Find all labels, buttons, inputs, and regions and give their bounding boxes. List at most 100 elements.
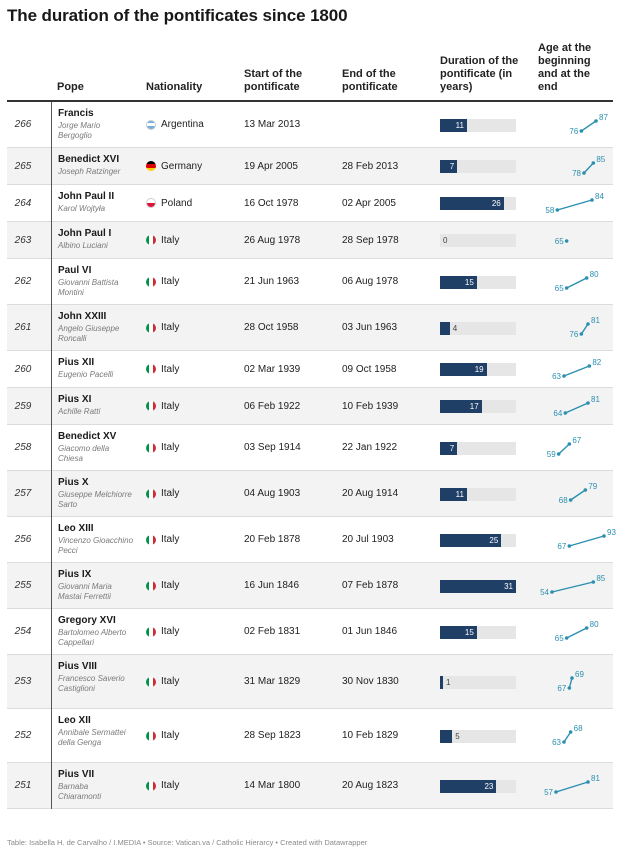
age-line	[566, 627, 587, 639]
italy-flag-icon	[146, 580, 156, 591]
age-line	[563, 364, 590, 377]
poland-flag-icon	[146, 198, 156, 208]
duration-bar-track: 7	[440, 160, 516, 173]
duration-label: 15	[464, 277, 474, 287]
pope-number: 261	[14, 322, 32, 333]
pope-name: John XXIII	[58, 311, 107, 322]
pope-cell: Pius IX Giovanni Maria Mastai Ferrettii	[51, 563, 133, 609]
duration-bar	[440, 160, 458, 173]
age-line	[570, 489, 586, 501]
age-start-point	[567, 544, 572, 548]
nationality: Italy	[146, 626, 179, 637]
age-start-label: 65	[555, 284, 564, 293]
age-start-point	[564, 286, 569, 290]
table-row: 254 Gregory XVI Bartolomeo Alberto Cappell…	[7, 609, 613, 655]
duration-bar-track: 4	[440, 321, 516, 335]
nationality-label: Italy	[161, 234, 180, 246]
table-row: 264 John Paul II Karol Wojtyła Poland 16 Oct…	[7, 185, 613, 222]
age-sparkline: 63 82	[552, 358, 602, 381]
start-date: 13 Mar 2013	[244, 119, 301, 130]
age-sparkline: 65	[555, 237, 569, 246]
age-line	[583, 162, 594, 173]
age-end-label: 81	[591, 395, 600, 404]
age-line	[569, 535, 605, 547]
italy-flag-icon	[146, 488, 156, 499]
age-end-point	[570, 676, 574, 680]
duration-bar	[440, 321, 450, 335]
pope-birth-name: Giacomo della Chiesa	[58, 444, 110, 463]
duration-bar-track: 11	[440, 487, 516, 501]
start-date: 31 Mar 1829	[244, 676, 301, 687]
age-sparkline: 64 81	[553, 395, 600, 418]
age-end-point	[591, 580, 596, 584]
pope-birth-name: Achille Ratti	[58, 407, 101, 416]
duration-bar	[440, 441, 458, 455]
age-start-label: 67	[557, 684, 566, 693]
age-start-label: 78	[572, 169, 581, 178]
duration-bar-track: 11	[440, 118, 516, 132]
start-date: 14 Mar 1800	[244, 780, 301, 791]
pope-name: Paul VI	[58, 265, 92, 276]
table-row: 262 Paul VI Giovanni Battista Montini Italy…	[7, 259, 613, 305]
italy-flag-icon	[146, 235, 156, 245]
duration-label: 5	[455, 731, 460, 741]
age-end-point	[586, 322, 590, 326]
pope-name: Leo XII	[58, 715, 91, 726]
table-row: 253 Pius VIII Francesco Saverio Castiglion…	[7, 655, 613, 709]
age-start-point	[564, 636, 569, 640]
end-date: 10 Feb 1829	[342, 730, 399, 741]
duration-bar	[440, 400, 482, 413]
pope-number: 263	[14, 234, 32, 246]
age-start-label: 64	[553, 409, 562, 418]
end-date: 07 Feb 1878	[342, 580, 399, 591]
table-row: 263 John Paul I Albino Luciani Italy 26 Aug …	[7, 222, 613, 259]
age-line	[566, 277, 587, 289]
end-date: 06 Aug 1978	[342, 276, 399, 287]
nationality-label: Germany	[161, 160, 203, 172]
duration-label: 11	[455, 120, 464, 130]
nationality-label: Italy	[161, 780, 180, 791]
nationality-label: Italy	[161, 363, 180, 375]
table-row: 255 Pius IX Giovanni Maria Mastai Ferretti…	[7, 563, 613, 609]
duration-bar-track: 15	[440, 275, 516, 289]
age-start-point	[556, 452, 561, 456]
nationality: Germany	[146, 161, 202, 172]
age-end-label: 80	[590, 270, 599, 279]
age-end-label: 85	[596, 574, 605, 583]
duration-bar-track: 23	[440, 779, 516, 793]
pope-birth-name: Francesco Saverio Castiglioni	[58, 674, 125, 693]
duration-bar-track: 1	[440, 675, 516, 689]
age-end-point	[602, 534, 606, 538]
age-sparkline: 65 80	[555, 620, 599, 643]
end-date: 01 Jun 1846	[342, 626, 398, 637]
age-end-point	[568, 730, 573, 734]
header-duration: Duration of the pontificate (in years)	[440, 55, 519, 93]
age-end-label: 68	[574, 724, 583, 733]
age-end-point	[587, 363, 592, 368]
pope-number: 264	[14, 197, 32, 209]
age-start-label: 58	[545, 206, 554, 215]
pope-birth-name: Annibale Sermattei della Genga	[58, 728, 126, 747]
italy-flag-icon	[146, 442, 156, 453]
duration-label: 11	[455, 489, 464, 499]
duration-bar-track: 25	[440, 533, 516, 547]
nationality-label: Italy	[161, 442, 180, 453]
argentina-flag-icon	[146, 119, 156, 130]
age-start-label: 65	[555, 634, 564, 643]
pope-number: 265	[14, 160, 32, 172]
pope-birth-name: Barnaba Chiaramonti	[58, 782, 102, 801]
table-header: Pope Nationality Start of the pontificat…	[7, 38, 613, 102]
nationality: Italy	[146, 235, 179, 246]
age-end-point	[583, 488, 588, 492]
table-row: 266 Francis Jorge Mario Bergoglio Argentina…	[7, 102, 613, 148]
pope-birth-name: Karol Wojtyła	[58, 204, 106, 213]
pope-number: 259	[14, 400, 32, 412]
pope-name: John Paul I	[58, 228, 112, 239]
table-row: 251 Pius VII Barnaba Chiaramonti Italy 14 Ma…	[7, 763, 613, 809]
start-date: 02 Mar 1939	[244, 363, 301, 375]
duration-label: 26	[491, 199, 501, 208]
age-start-point	[579, 129, 584, 133]
end-date: 20 Aug 1914	[342, 488, 399, 499]
pope-number: 253	[14, 676, 32, 687]
pope-number: 262	[14, 276, 32, 287]
